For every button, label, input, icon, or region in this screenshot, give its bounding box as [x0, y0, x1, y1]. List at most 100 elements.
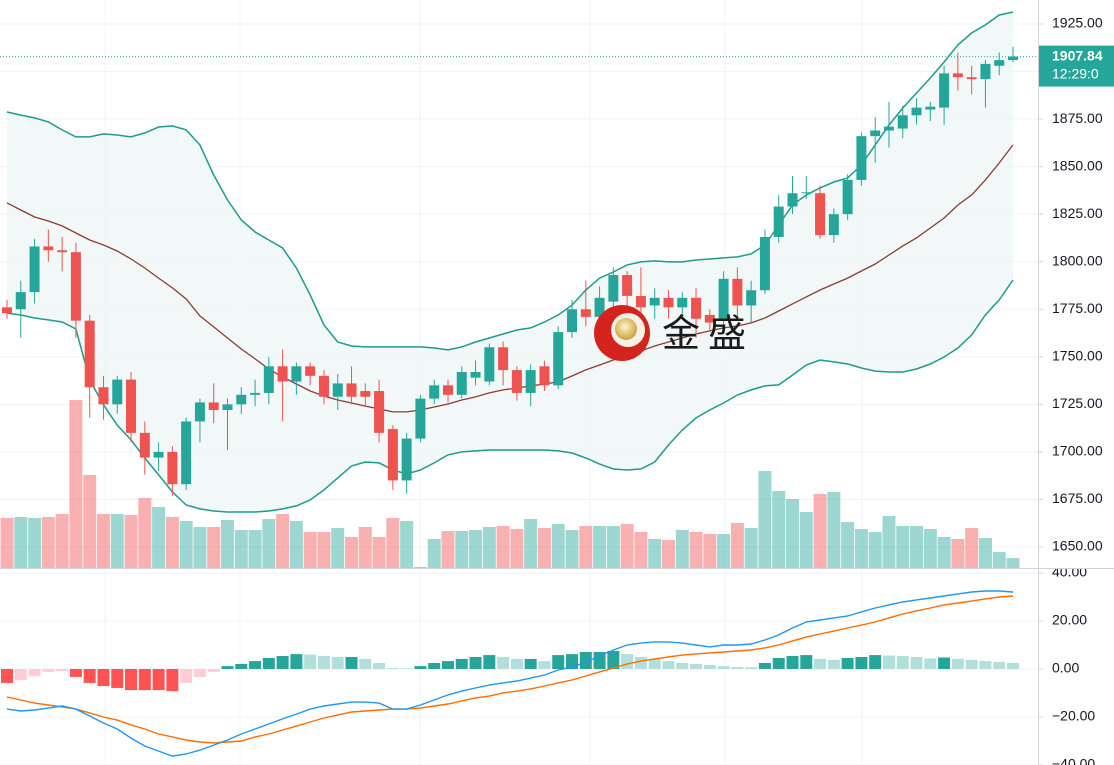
candle-body — [84, 320, 95, 388]
histogram-bar — [469, 656, 482, 669]
candle-body — [801, 192, 812, 194]
candle-body — [842, 179, 853, 215]
band-fill — [7, 12, 1013, 512]
volume-bar — [868, 532, 882, 568]
candle-body — [43, 246, 54, 251]
candle-body — [759, 236, 770, 291]
histogram-bar — [965, 659, 978, 669]
volume-bar — [827, 492, 841, 568]
volume-bar — [565, 530, 579, 568]
candle-body — [360, 391, 371, 397]
candle-body — [291, 366, 302, 382]
lower-band — [6, 279, 1014, 513]
histogram-bar — [993, 662, 1006, 669]
histogram-bar — [538, 661, 551, 669]
volume-bar — [606, 526, 620, 568]
volume-bar — [744, 528, 758, 568]
histogram-bar — [772, 657, 785, 669]
candle-body — [194, 402, 205, 422]
histogram-bar — [800, 655, 813, 669]
candle-body — [911, 107, 922, 116]
volume-bar — [537, 528, 551, 568]
histogram-bar — [97, 668, 110, 687]
candle-body — [442, 385, 453, 395]
histogram-bar — [731, 667, 744, 669]
candle-body — [939, 73, 950, 108]
histogram-bar — [662, 661, 675, 669]
histogram-bar — [249, 661, 262, 669]
histogram-bar — [1007, 662, 1019, 669]
macd-axis: 40.00 20.00 0.00 −20.00 −40.00 — [1039, 569, 1095, 765]
volume-bar — [0, 518, 14, 568]
signal-line — [6, 595, 1014, 744]
histogram-bar — [607, 650, 620, 669]
volume-bar — [179, 521, 193, 568]
y-tick-label: 20.00 — [1052, 612, 1087, 628]
histogram-bar — [290, 654, 303, 669]
candle-body — [29, 246, 40, 293]
histogram-bar — [56, 668, 69, 671]
histogram-bar — [552, 655, 565, 669]
candle-body — [608, 275, 619, 302]
volume-bar — [276, 514, 290, 568]
last-price-box — [1039, 45, 1114, 87]
candle-body — [718, 278, 729, 321]
candle-body — [277, 366, 288, 382]
volume-bar — [317, 532, 331, 568]
histogram-bar — [193, 668, 206, 677]
candle-body — [856, 136, 867, 180]
volume-bar — [441, 531, 455, 568]
candle-body — [787, 193, 798, 207]
histogram-bar — [979, 661, 992, 669]
volume-bar — [138, 498, 152, 568]
y-tick-label: 1825.00 — [1052, 205, 1103, 221]
candle-body — [511, 370, 522, 393]
histogram-bar — [758, 662, 771, 669]
histogram-bar — [345, 656, 358, 669]
volume-bar — [55, 514, 69, 568]
candle-body — [897, 115, 908, 129]
histogram-bar — [125, 668, 138, 691]
histogram-bar — [483, 655, 496, 669]
histogram-bar — [827, 659, 840, 669]
price-pane — [0, 11, 1038, 568]
volume-bar — [234, 530, 248, 568]
y-tick-label: −40.00 — [1052, 756, 1095, 765]
candle-body — [374, 391, 385, 433]
candle-body — [1008, 56, 1018, 61]
volume-bar — [978, 538, 992, 568]
candle-body — [539, 366, 550, 386]
volume-bar — [965, 528, 979, 568]
volume-bar — [14, 517, 28, 568]
volume-bar — [289, 521, 303, 568]
histogram-bar — [855, 656, 868, 669]
candle-body — [677, 297, 688, 308]
volume-bar — [524, 519, 538, 568]
candle-body — [470, 372, 481, 378]
histogram-bar — [938, 657, 951, 669]
volume-bar — [813, 494, 827, 568]
volume-bar — [400, 521, 414, 568]
histogram-bar — [510, 658, 523, 669]
candle-body — [2, 307, 12, 314]
volume-bar — [193, 527, 207, 568]
middle-band — [6, 144, 1014, 413]
histogram-bar — [152, 668, 165, 691]
candle-body — [153, 451, 164, 458]
histogram-bar — [786, 656, 799, 669]
candle-body — [70, 252, 81, 321]
volume-bar — [248, 530, 262, 568]
y-tick-label: 1675.00 — [1052, 490, 1103, 506]
volume-bar — [841, 522, 855, 568]
histogram-bar — [621, 654, 634, 669]
candle-body — [553, 332, 564, 386]
histogram-bar — [634, 656, 647, 669]
volume-bar — [620, 524, 634, 568]
histogram-bar — [180, 668, 193, 683]
histogram-bar — [497, 656, 510, 669]
candle-body — [318, 375, 329, 397]
volume-bar — [703, 534, 717, 568]
candle-body — [429, 385, 440, 399]
candle-body — [98, 387, 109, 405]
